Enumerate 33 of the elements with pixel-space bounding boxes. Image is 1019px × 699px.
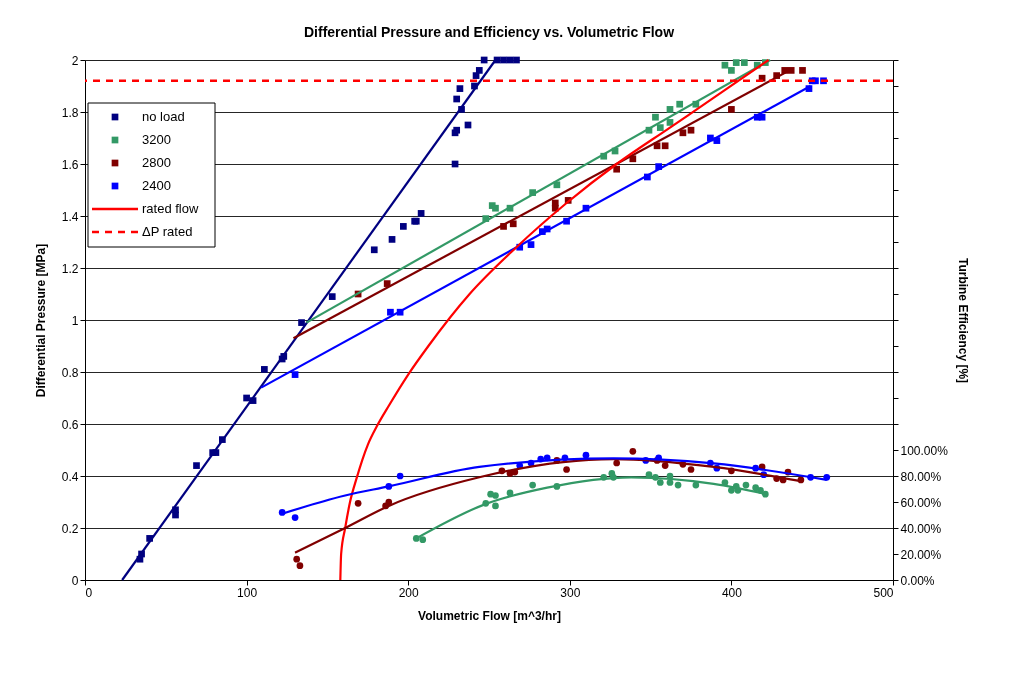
x-tick-label: 400 [721,585,743,600]
y-tick-label: 2 [71,53,79,68]
y2-tick-label: 60.00% [900,495,942,510]
y2-tick-label: 20.00% [900,547,942,562]
y2-tick-label: 80.00% [900,469,942,484]
y-tick-label: 0.6 [61,417,79,432]
y2-tick-label: 100.00% [900,443,949,458]
y2-tick-label: 40.00% [900,521,942,536]
y-tick-label: 0.4 [61,469,79,484]
legend-label: 2400 [142,178,171,193]
x-tick-label: 100 [237,585,258,600]
legend-label: 3200 [142,132,171,147]
y-tick-label: 0.2 [61,521,79,536]
x-tick-label: 200 [398,585,420,600]
y-tick-label: 1 [71,313,79,328]
y-tick-label: 1.8 [61,105,79,120]
legend-label: 2800 [142,155,171,170]
y-tick-label: 1.2 [61,261,79,276]
y2-tick-label: 0.00% [900,573,935,588]
x-tick-label: 300 [560,585,581,600]
x-tick-label: 500 [873,585,894,600]
y-tick-label: 0 [71,573,79,588]
x-tick-label: 0 [85,585,93,600]
chart-title: Differential Pressure and Efficiency vs. Volumetric Flow [303,24,675,40]
legend-label: no load [142,109,185,124]
y-tick-label: 1.4 [61,209,79,224]
y-axis-title: Differential Pressure [MPa] [33,243,48,398]
y-tick-label: 1.6 [61,157,79,172]
legend-label: rated flow [142,201,199,216]
x-axis-title: Volumetric Flow [m^3/hr] [418,608,561,623]
legend-label: ΔP rated [142,224,193,239]
y2-axis-title: Turbine Efficiency [%] [955,257,970,384]
y-tick-label: 0.8 [61,365,79,380]
